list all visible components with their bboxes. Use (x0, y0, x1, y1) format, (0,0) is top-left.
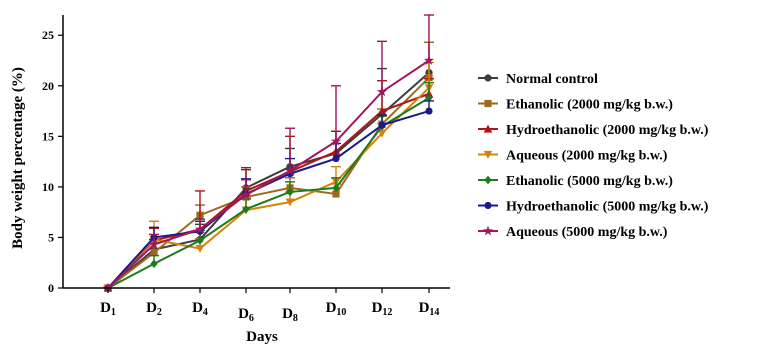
series-line (107, 71, 430, 289)
legend-label: Aqueous (5000 mg/kg b.w.) (506, 225, 668, 240)
x-tick-label: D8 (282, 306, 298, 324)
data-point (284, 165, 296, 176)
data-point (240, 189, 252, 200)
series-7 (102, 14, 435, 293)
series-2 (104, 41, 434, 292)
data-point (195, 244, 205, 253)
data-point (148, 239, 160, 249)
data-point (377, 106, 387, 115)
x-tick-label: D14 (419, 300, 440, 318)
data-point (286, 187, 294, 197)
legend-marker (484, 201, 492, 210)
data-point (194, 223, 206, 234)
legend-label: Hydroethanolic (2000 mg/kg b.w.) (506, 123, 709, 138)
x-tick-label: D12 (372, 300, 393, 318)
legend: Normal control Ethanolic (2000 mg/kg b.w.… (478, 72, 709, 240)
x-tick-label: D4 (192, 300, 208, 318)
data-point (196, 236, 204, 245)
x-tick-label: D2 (146, 300, 162, 318)
series-3 (103, 77, 434, 292)
plot-area (102, 14, 435, 293)
legend-marker (482, 225, 494, 236)
data-point (423, 55, 435, 65)
legend-marker (484, 74, 492, 82)
series-line (107, 59, 430, 289)
y-tick-label: 25 (42, 28, 54, 42)
legend-item: Ethanolic (5000 mg/kg b.w.) (478, 174, 673, 189)
data-point (425, 93, 433, 103)
series-line (107, 92, 430, 289)
x-tick-label: D6 (238, 306, 254, 324)
data-point (332, 190, 340, 198)
data-point (285, 198, 295, 207)
legend-item: Hydroethanolic (2000 mg/kg b.w.) (478, 123, 709, 138)
y-tick-label: 0 (48, 281, 54, 295)
axes: 0 5 10 15 20 25 D1 D2 D4 D6 D8 D10 D12 D14 (42, 15, 450, 324)
y-axis-title: Body weight percentage (%) (10, 67, 26, 249)
legend-label: Ethanolic (5000 mg/kg b.w.) (506, 174, 673, 189)
series-line (107, 97, 430, 289)
y-tick-label: 20 (42, 79, 54, 93)
x-axis-title: Days (246, 329, 278, 345)
series-line (107, 87, 430, 289)
legend-item: Normal control (478, 72, 598, 87)
data-point (242, 204, 250, 214)
data-point (377, 129, 387, 138)
y-tick-label: 5 (48, 230, 54, 244)
legend-label: Aqueous (2000 mg/kg b.w.) (506, 149, 668, 164)
data-point (150, 249, 158, 257)
y-tick-label: 15 (42, 129, 54, 143)
legend-label: Normal control (506, 72, 598, 87)
legend-item: Aqueous (2000 mg/kg b.w.) (478, 149, 668, 164)
legend-item: Ethanolic (2000 mg/kg b.w.) (478, 98, 673, 113)
data-point (376, 86, 388, 97)
legend-marker (483, 124, 493, 133)
data-point (425, 107, 433, 115)
x-tick-label: D10 (326, 300, 347, 318)
data-point (332, 154, 340, 163)
legend-marker (483, 150, 493, 159)
data-point (150, 259, 158, 269)
y-tick-label: 10 (42, 180, 54, 194)
data-point (378, 121, 386, 129)
data-point (330, 135, 342, 146)
legend-marker (484, 99, 492, 108)
legend-item: Aqueous (5000 mg/kg b.w.) (478, 225, 668, 240)
legend-marker (484, 175, 492, 185)
data-point (332, 183, 340, 193)
legend-label: Ethanolic (2000 mg/kg b.w.) (506, 98, 673, 113)
legend-label: Hydroethanolic (5000 mg/kg b.w.) (506, 200, 709, 215)
x-tick-label: D1 (100, 300, 116, 318)
legend-item: Hydroethanolic (5000 mg/kg b.w.) (478, 200, 709, 215)
